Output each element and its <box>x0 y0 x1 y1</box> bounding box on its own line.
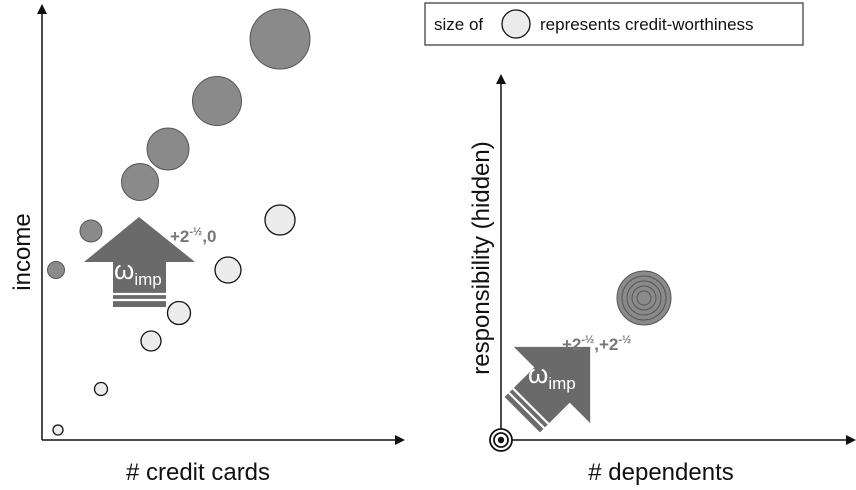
left-plot: # credit cards income ωimp +2-½,0 <box>9 4 405 486</box>
dark-circle <box>47 261 65 279</box>
dark-circle <box>79 219 103 243</box>
right-omega-label: ωimp <box>528 359 576 393</box>
light-circle <box>264 204 296 236</box>
light-circle <box>52 424 64 436</box>
light-circle <box>166 300 192 326</box>
legend-prefix: size of <box>434 15 483 34</box>
concentric-circle <box>616 270 672 326</box>
left-x-axis-label: # credit cards <box>126 459 270 486</box>
legend-box <box>424 2 804 46</box>
right-x-axis-label: # dependents <box>588 459 733 486</box>
dark-circle <box>192 76 242 126</box>
light-circle <box>214 256 242 284</box>
origin-circle <box>489 428 513 452</box>
dark-circle <box>146 127 190 171</box>
light-circle <box>140 330 162 352</box>
legend-suffix: represents credit-worthiness <box>540 15 754 34</box>
dark-circle <box>249 8 311 70</box>
left-omega-label: ωimp <box>114 255 162 289</box>
left-vector-value: +2-½,0 <box>170 226 216 246</box>
right-plot: # dependents responsibility (hidden) ωim… <box>468 74 856 486</box>
legend: size of represents credit-worthiness <box>424 2 804 46</box>
circle-icon <box>501 9 531 39</box>
right-arrow-icon: ωimp <box>504 346 591 433</box>
left-y-axis-label: income <box>9 213 36 290</box>
left-arrow-icon: ωimp <box>84 217 195 307</box>
dark-circle <box>121 163 159 201</box>
right-y-axis-label: responsibility (hidden) <box>468 141 495 374</box>
right-vector-value: +2-½,+2-½ <box>562 334 631 354</box>
light-circle <box>93 381 109 397</box>
